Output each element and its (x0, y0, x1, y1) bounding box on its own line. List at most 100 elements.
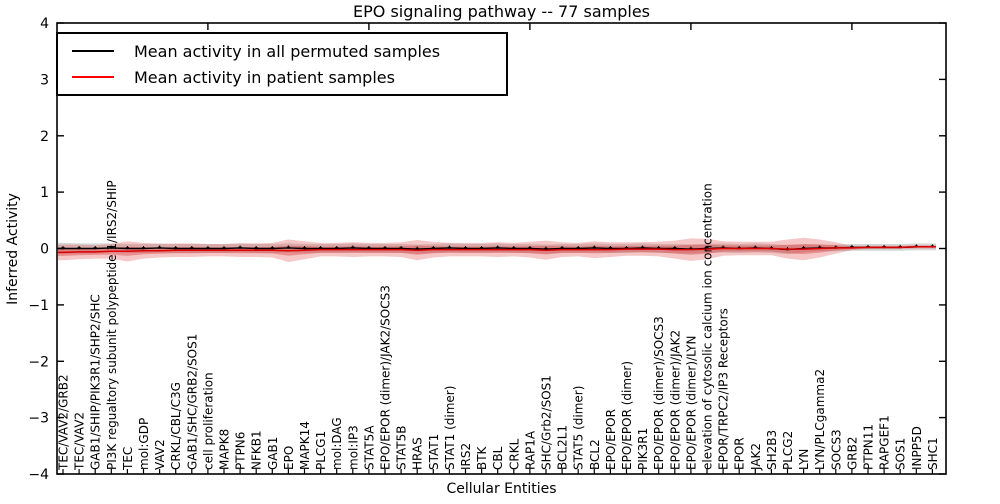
x-tick-label: CRKL (507, 438, 521, 470)
x-tick-label: EPO/EPOR (dimer)/JAK2 (668, 330, 682, 470)
x-tick-label: INPP5D (910, 426, 924, 470)
x-tick-label: EPO (282, 446, 296, 470)
x-tick-label: EPO/EPOR (dimer)/JAK2/SOCS3 (379, 285, 393, 470)
x-tick-label: PTPN11 (862, 424, 876, 470)
legend-line-patient-icon (72, 76, 114, 78)
x-axis-title: Cellular Entities (446, 481, 557, 497)
x-tick-label: EPOR (733, 437, 747, 470)
x-tick-label: RAPGEF1 (878, 415, 892, 470)
plus-marker-icon (125, 246, 129, 250)
x-tick-label: TEC (121, 447, 135, 471)
x-tick-label: LYN/PLCgamma2 (813, 369, 827, 470)
x-tick-label: BCL2 (588, 439, 602, 470)
x-tick-label: SHC/Grb2/SOS1 (540, 375, 554, 470)
plus-marker-icon (77, 246, 81, 250)
plus-marker-icon (367, 246, 371, 250)
x-tick-label: PI3K regualtory subunit polypeptide 1/IR… (105, 180, 119, 470)
x-tick-label: HRAS (411, 437, 425, 470)
x-tick-label: BCL2L1 (556, 425, 570, 470)
x-tick-label: mol:DAG (330, 417, 344, 470)
x-tick-label: PTPN6 (234, 432, 248, 470)
x-tick-label: NFKB1 (250, 430, 264, 470)
x-tick-label: CBL (491, 446, 505, 470)
x-tick-label: STAT5B (395, 426, 409, 471)
x-tick-label: STAT1 (dimer) (443, 386, 457, 470)
plus-marker-icon (254, 246, 258, 250)
x-tick-label: JAK2 (749, 443, 763, 471)
plus-marker-icon (302, 246, 307, 250)
plus-marker-icon (174, 246, 178, 250)
plus-marker-icon (141, 246, 146, 250)
plus-marker-icon (673, 246, 677, 250)
x-tick-label: TEC/VAV2 (73, 412, 87, 471)
x-tick-label: MAPK8 (218, 429, 232, 470)
plus-marker-icon (608, 246, 612, 250)
x-tick-label: RAP1A (523, 430, 537, 470)
plus-marker-icon (641, 245, 645, 249)
plus-marker-icon (560, 246, 564, 250)
chart-title: EPO signaling pathway -- 77 samples (353, 2, 650, 21)
x-tick-label: BTK (475, 445, 489, 470)
plus-marker-icon (480, 246, 484, 250)
plus-marker-icon (222, 246, 226, 250)
x-tick-label: PLCG1 (314, 431, 328, 470)
x-tick-label: CRKL/CBL/C3G (169, 382, 183, 470)
x-tick-label: VAV2 (153, 439, 167, 470)
y-tick-label: 1 (40, 185, 49, 201)
plus-marker-icon (319, 246, 323, 250)
y-axis-title: Inferred Activity (5, 193, 21, 305)
y-tick-label: 3 (40, 72, 49, 88)
y-tick-label: 2 (40, 129, 49, 145)
y-tick-label: −4 (28, 467, 49, 483)
x-tick-label: mol:GDP (137, 418, 151, 470)
y-tick-label: −3 (28, 411, 49, 427)
plus-marker-icon (447, 245, 451, 249)
plus-marker-icon (190, 246, 194, 250)
x-tick-label: TEC/VAV2/GRB2 (57, 374, 71, 471)
x-tick-label: SOCS3 (829, 429, 843, 470)
plus-marker-icon (238, 245, 242, 249)
permuted-markers (61, 244, 934, 251)
x-tick-label: MAPK14 (298, 421, 312, 470)
x-tick-label: SOS1 (894, 438, 908, 470)
y-tick-label: 0 (40, 242, 49, 258)
y-tick-label: −2 (28, 354, 49, 370)
plus-marker-icon (206, 246, 210, 250)
plus-marker-icon (496, 245, 500, 249)
y-tick-label: −1 (28, 298, 49, 314)
plus-marker-icon (463, 246, 468, 250)
plus-marker-icon (528, 246, 532, 250)
x-tick-label: STAT5A (362, 425, 376, 470)
legend-entry-permuted: Mean activity in all permuted samples (58, 42, 506, 61)
plus-marker-icon (431, 246, 435, 250)
x-tick-label: EPOR/TRPC2/IP3 Receptors (717, 308, 731, 470)
x-tick-label: cell proliferation (201, 372, 215, 470)
x-tick-label: PIK3R1 (636, 428, 650, 470)
plus-marker-icon (351, 245, 355, 249)
x-tick-label: GAB1/SHIP/PIK3R1/SHP2/SHC (89, 294, 103, 470)
legend-label-permuted: Mean activity in all permuted samples (134, 41, 441, 61)
legend-label-patient: Mean activity in patient samples (134, 67, 395, 87)
legend-line-permuted-icon (72, 50, 114, 52)
plus-marker-icon (512, 246, 516, 250)
plus-marker-icon (592, 245, 596, 249)
plus-marker-icon (399, 246, 403, 250)
plus-marker-icon (286, 245, 290, 249)
legend: Mean activity in all permuted samples Me… (56, 32, 508, 96)
x-tick-label: mol:IP3 (346, 425, 360, 470)
line-patient (58, 246, 936, 254)
x-tick-label: EPO/EPOR (dimer) (620, 361, 634, 470)
plus-marker-icon (383, 246, 387, 250)
x-tick-label: STAT5 (dimer) (572, 386, 586, 470)
x-tick-label: elevation of cytosolic calcium ion conce… (701, 183, 715, 470)
plus-marker-icon (93, 246, 97, 250)
x-tick-label: EPO/EPOR (dimer)/SOCS3 (652, 316, 666, 470)
plus-marker-icon (270, 246, 274, 250)
legend-entry-patient: Mean activity in patient samples (58, 68, 506, 87)
plus-marker-icon (576, 246, 580, 250)
plus-marker-icon (415, 246, 419, 250)
y-tick-label: 4 (40, 16, 49, 32)
x-tick-label: EPO/EPOR (dimer)/LYN (684, 336, 698, 470)
plus-marker-icon (109, 245, 113, 249)
